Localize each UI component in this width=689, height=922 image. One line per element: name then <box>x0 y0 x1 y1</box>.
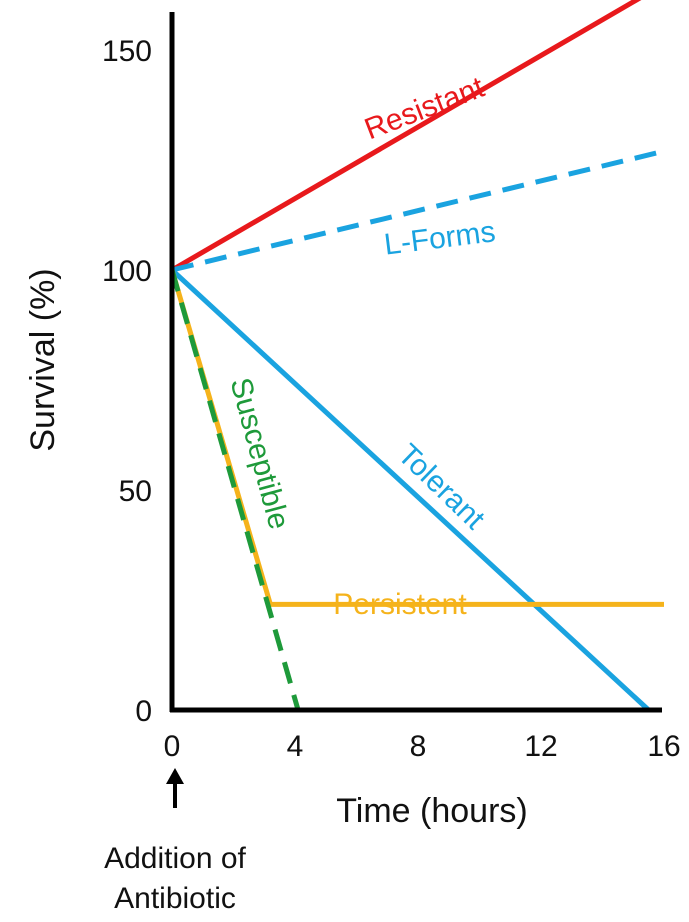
axes-layer <box>169 12 662 713</box>
y-tick-label: 100 <box>102 255 152 288</box>
y-tick-label: 50 <box>119 475 152 508</box>
series-label-l-forms: L-Forms <box>382 215 497 261</box>
series-layer <box>169 0 665 712</box>
x-tick-label: 16 <box>647 730 680 763</box>
y-tick-label: 0 <box>135 695 152 728</box>
series-label-susceptible: Susceptible <box>224 374 296 532</box>
series-line-susceptible <box>169 269 301 711</box>
up-arrow-icon <box>166 768 184 808</box>
annotation-line-2: Antibiotic <box>114 882 236 915</box>
series-label-persistent: Persistent <box>333 588 467 621</box>
x-tick-label: 4 <box>287 730 304 763</box>
annotation-line-1: Addition of <box>104 842 246 875</box>
x-tick-label: 0 <box>164 730 181 763</box>
tick-layer: 0 50 100 150 0 4 8 12 16 <box>102 35 681 763</box>
x-axis-title: Time (hours) <box>336 792 527 830</box>
y-tick-label: 150 <box>102 35 152 68</box>
x-tick-label: 12 <box>524 730 557 763</box>
series-line-l-forms <box>171 148 665 273</box>
series-label-resistant: Resistant <box>360 70 489 146</box>
y-axis-title: Survival (%) <box>24 268 62 451</box>
series-line-resistant <box>170 0 642 273</box>
x-tick-label: 8 <box>410 730 427 763</box>
series-line-tolerant <box>170 268 651 712</box>
series-label-layer: ResistantL-FormsTolerantPersistentSuscep… <box>224 70 498 620</box>
